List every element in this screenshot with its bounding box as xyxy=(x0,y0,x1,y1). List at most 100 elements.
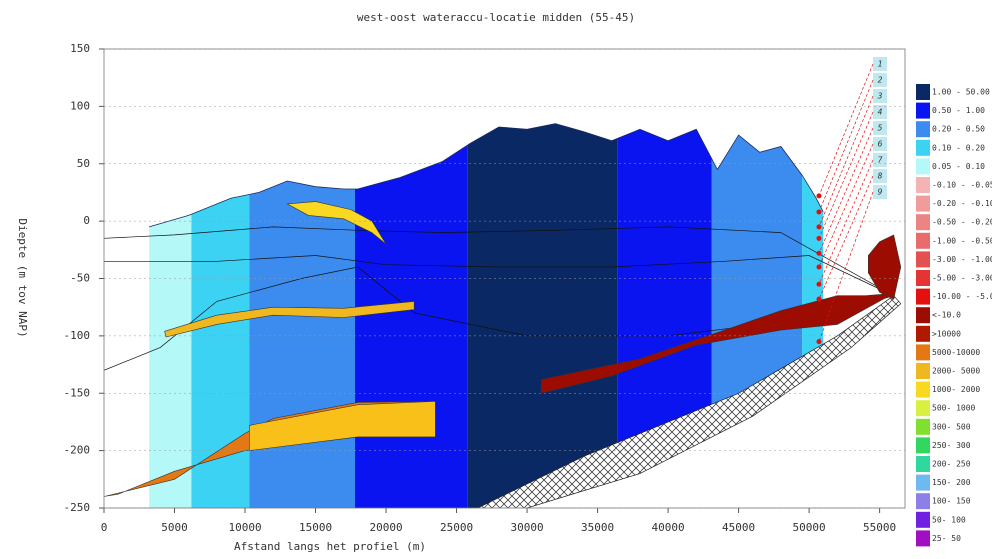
base xyxy=(104,295,894,508)
legend-swatch xyxy=(916,307,930,324)
well-point xyxy=(816,264,822,270)
legend-swatch xyxy=(916,325,930,342)
x-tick-label: 35000 xyxy=(581,521,614,534)
marker-label: 4 xyxy=(878,108,883,117)
marker-box xyxy=(873,185,887,199)
legend-label: 100- 150 xyxy=(932,497,971,506)
chart-title: west-oost wateraccu-locatie midden (55-4… xyxy=(357,11,635,24)
legend-label: -10.00 - -5.00 xyxy=(932,292,992,301)
plot-area xyxy=(104,123,902,508)
legend-swatch xyxy=(916,84,930,100)
band xyxy=(467,123,618,508)
legend-label: 0.05 - 0.10 xyxy=(932,162,985,171)
legend-swatch xyxy=(916,121,930,138)
x-tick-label: 30000 xyxy=(511,521,544,534)
legend-swatch xyxy=(916,400,930,417)
marker-box xyxy=(873,169,887,183)
marker-label: 8 xyxy=(878,172,883,181)
marker-box xyxy=(873,89,887,103)
plot-frame xyxy=(103,48,906,509)
y-tick-label: -100 xyxy=(64,329,91,342)
legend-swatch xyxy=(916,177,930,193)
marker-box xyxy=(873,153,887,167)
x-tick-label: 0 xyxy=(101,521,108,534)
leader-line xyxy=(818,191,874,342)
x-tick-label: 25000 xyxy=(440,521,473,534)
legend-label: 25- 50 xyxy=(932,534,961,543)
leader-line xyxy=(818,127,874,254)
well-point xyxy=(816,193,822,199)
well-point xyxy=(816,209,822,215)
surface-line xyxy=(148,123,824,228)
x-tick-label: 45000 xyxy=(722,521,755,534)
legend-label: >10000 xyxy=(932,329,961,338)
body xyxy=(868,234,902,300)
legend-swatch xyxy=(916,493,930,510)
legend-label: 250- 300 xyxy=(932,441,971,450)
legend-swatch xyxy=(916,270,930,286)
legend-label: 0.50 - 1.00 xyxy=(932,106,985,115)
legend-swatch xyxy=(916,158,930,175)
x-tick-label: 20000 xyxy=(369,521,402,534)
y-tick-label: 100 xyxy=(70,99,90,112)
leader-line xyxy=(818,111,874,239)
legend-label: 500- 1000 xyxy=(932,404,976,413)
y-tick-label: -150 xyxy=(64,386,91,399)
legend-label: -0.50 - -0.20 xyxy=(932,218,992,227)
y-tick-label: -250 xyxy=(64,501,91,514)
legend-swatch xyxy=(916,232,930,249)
leader-line xyxy=(818,159,874,285)
legend-swatch xyxy=(916,195,930,212)
marker-label: 3 xyxy=(877,92,883,101)
y-axis-label: Diepte (m tov NAP) xyxy=(16,218,29,337)
legend-label: -0.20 - -0.10 xyxy=(932,199,992,208)
marker-label: 2 xyxy=(878,76,883,85)
legend-swatch xyxy=(916,363,930,379)
y-tick-label: -50 xyxy=(70,272,90,285)
band xyxy=(355,123,468,508)
x-tick-label: 15000 xyxy=(299,521,332,534)
leader-line xyxy=(818,143,874,268)
marker-box xyxy=(873,137,887,151)
x-tick-label: 10000 xyxy=(228,521,261,534)
well-point xyxy=(816,281,822,287)
body xyxy=(286,201,387,245)
marker-box xyxy=(873,73,887,87)
legend-label: 0.10 - 0.20 xyxy=(932,143,985,152)
contour-line xyxy=(104,255,894,297)
y-tick-label: 50 xyxy=(77,157,90,170)
legend-swatch xyxy=(916,474,930,491)
legend-swatch xyxy=(916,381,930,398)
legend-swatch xyxy=(916,251,930,268)
x-tick-label: 40000 xyxy=(652,521,685,534)
overlay: 1 2 3 4 5 6 7 8 9 xyxy=(816,57,887,345)
hatched-body xyxy=(477,295,902,508)
x-tick-label: 55000 xyxy=(863,521,896,534)
legend-label: 150- 200 xyxy=(932,478,971,487)
x-axis-label: Afstand langs het profiel (m) xyxy=(234,540,426,553)
marker-box xyxy=(873,57,887,71)
legend-label: -3.00 - -1.00 xyxy=(932,255,992,264)
y-tick-label: -200 xyxy=(64,444,91,457)
legend-label: 1.00 - 50.00 xyxy=(932,88,990,97)
x-tick-label: 5000 xyxy=(161,521,188,534)
legend-swatch xyxy=(916,288,930,305)
well-point xyxy=(816,235,822,241)
well-point xyxy=(816,339,822,345)
legend-swatch xyxy=(916,418,930,435)
well-point xyxy=(816,296,822,302)
marker-label: 1 xyxy=(878,60,883,69)
leader-line xyxy=(818,79,874,213)
legend-swatch xyxy=(916,344,930,361)
leader-line xyxy=(818,63,874,197)
legend-label: 2000- 5000 xyxy=(932,367,980,376)
legend-label: 200- 250 xyxy=(932,460,971,469)
legend-label: 300- 500 xyxy=(932,422,971,431)
legend-label: -0.10 - -0.05 xyxy=(932,181,992,190)
x-tick-label: 50000 xyxy=(793,521,826,534)
legend-label: -5.00 - -3.00 xyxy=(932,274,992,283)
legend-label: 5000-10000 xyxy=(932,348,980,357)
body xyxy=(164,301,415,338)
well-point xyxy=(816,224,822,230)
